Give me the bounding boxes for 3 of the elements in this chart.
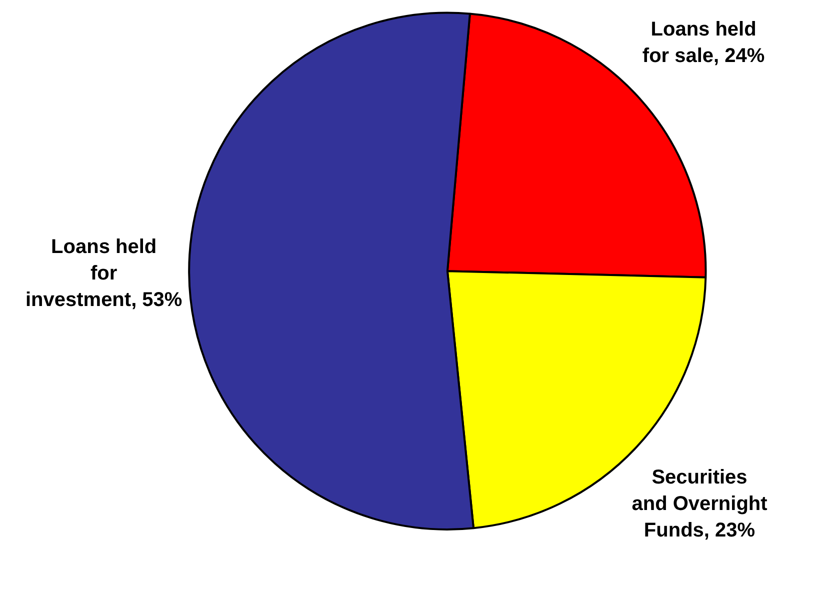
slice-label: Loans held for sale, 24% xyxy=(642,18,765,67)
slice-label: Loans held for investment, 53% xyxy=(25,236,182,311)
slice-label: Securities and Overnight Funds, 23% xyxy=(632,466,768,542)
